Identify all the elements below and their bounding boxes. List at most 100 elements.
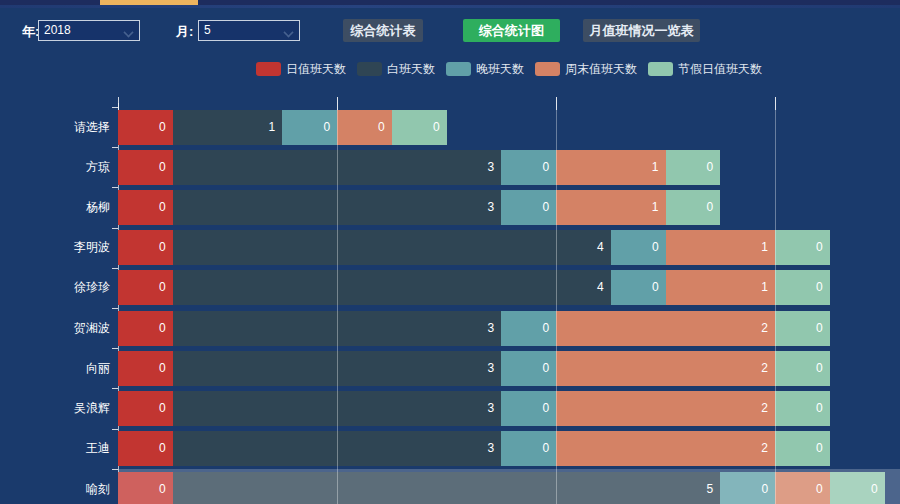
bar-value-label: 2 [761,431,768,466]
bar-segment-节假日值班天数[interactable]: 0 [775,311,830,346]
bar-value-label: 0 [816,391,823,426]
bar-segment-节假日值班天数[interactable]: 0 [775,351,830,386]
bar-segment-白班天数[interactable]: 4 [173,230,611,265]
bar-segment-周末值班天数[interactable]: 0 [775,472,830,504]
bar-value-label: 1 [761,230,768,265]
bar-segment-周末值班天数[interactable]: 2 [556,311,775,346]
x-gridline [775,97,776,504]
bar-value-label: 4 [597,270,604,305]
bar-value-label: 0 [816,351,823,386]
bar-segment-日值班天数[interactable]: 0 [118,190,173,225]
bar-value-label: 5 [707,472,714,504]
bar-value-label: 0 [542,351,549,386]
bar-segment-晚班天数[interactable]: 0 [611,230,666,265]
bar-segment-日值班天数[interactable]: 0 [118,431,173,466]
x-gridline [556,97,557,504]
bar-value-label: 2 [761,351,768,386]
bar-segment-日值班天数[interactable]: 0 [118,270,173,305]
category-label: 向丽 [0,351,110,386]
bar-segment-日值班天数[interactable]: 0 [118,472,173,504]
x-axis-tick [337,97,338,110]
bar-segment-白班天数[interactable]: 4 [173,270,611,305]
bar-value-label: 0 [871,472,878,504]
bar-segment-节假日值班天数[interactable]: 0 [775,431,830,466]
bar-value-label: 1 [652,190,659,225]
category-label: 方琼 [0,150,110,185]
bar-segment-晚班天数[interactable]: 0 [611,270,666,305]
bar-segment-节假日值班天数[interactable]: 0 [666,150,721,185]
category-label: 徐珍珍 [0,270,110,305]
bar-segment-节假日值班天数[interactable]: 0 [775,230,830,265]
bar-value-label: 0 [159,431,166,466]
bar-value-label: 3 [488,351,495,386]
y-axis-tick [112,228,118,229]
bar-segment-周末值班天数[interactable]: 2 [556,391,775,426]
stacked-bar-chart: 请选择01000方琼03010杨柳03010李明波04010徐珍珍04010贺湘… [0,0,900,504]
x-axis-tick [775,97,776,110]
bar-value-label: 0 [652,270,659,305]
bar-value-label: 0 [159,270,166,305]
x-axis-tick [118,97,119,110]
bar-segment-节假日值班天数[interactable]: 0 [666,190,721,225]
bar-value-label: 0 [816,270,823,305]
category-label: 王迪 [0,431,110,466]
bar-value-label: 0 [159,391,166,426]
bar-segment-日值班天数[interactable]: 0 [118,351,173,386]
y-axis-tick [112,388,118,389]
bar-value-label: 0 [542,431,549,466]
bar-segment-周末值班天数[interactable]: 1 [666,230,776,265]
bar-segment-白班天数[interactable]: 5 [173,472,721,504]
bar-segment-晚班天数[interactable]: 0 [282,110,337,145]
bar-value-label: 0 [323,110,330,145]
bar-segment-日值班天数[interactable]: 0 [118,110,173,145]
bar-segment-周末值班天数[interactable]: 1 [666,270,776,305]
bar-value-label: 0 [652,230,659,265]
bar-segment-节假日值班天数[interactable]: 0 [775,270,830,305]
bar-segment-周末值班天数[interactable]: 2 [556,431,775,466]
bar-segment-节假日值班天数[interactable]: 0 [830,472,885,504]
bar-segment-日值班天数[interactable]: 0 [118,391,173,426]
bar-value-label: 3 [488,311,495,346]
bar-value-label: 1 [761,270,768,305]
bar-value-label: 3 [488,391,495,426]
bar-value-label: 0 [707,150,714,185]
y-axis-tick [112,429,118,430]
bar-segment-日值班天数[interactable]: 0 [118,311,173,346]
bar-segment-节假日值班天数[interactable]: 0 [392,110,447,145]
bar-value-label: 0 [159,150,166,185]
category-label: 喻刻 [0,472,110,504]
bar-segment-晚班天数[interactable]: 0 [501,351,556,386]
x-axis-tick [556,97,557,110]
bar-value-label: 0 [542,190,549,225]
bar-value-label: 0 [816,311,823,346]
bar-segment-节假日值班天数[interactable]: 0 [775,391,830,426]
bar-segment-日值班天数[interactable]: 0 [118,150,173,185]
bar-segment-周末值班天数[interactable]: 2 [556,351,775,386]
bar-segment-晚班天数[interactable]: 0 [720,472,775,504]
category-label: 李明波 [0,230,110,265]
category-label: 请选择 [0,110,110,145]
bar-value-label: 0 [707,190,714,225]
bar-segment-周末值班天数[interactable]: 0 [337,110,392,145]
y-axis-tick [112,469,118,470]
bar-segment-晚班天数[interactable]: 0 [501,190,556,225]
y-axis-tick [112,348,118,349]
bar-value-label: 0 [816,230,823,265]
bar-segment-晚班天数[interactable]: 0 [501,311,556,346]
bar-segment-晚班天数[interactable]: 0 [501,431,556,466]
bar-segment-周末值班天数[interactable]: 1 [556,150,666,185]
y-axis-tick [112,187,118,188]
bar-value-label: 0 [542,391,549,426]
bar-value-label: 0 [159,110,166,145]
bar-segment-白班天数[interactable]: 1 [173,110,283,145]
bar-segment-周末值班天数[interactable]: 1 [556,190,666,225]
bar-segment-晚班天数[interactable]: 0 [501,150,556,185]
y-axis-tick [112,308,118,309]
bar-value-label: 2 [761,311,768,346]
bar-value-label: 0 [159,472,166,504]
bar-value-label: 0 [433,110,440,145]
category-label: 杨柳 [0,190,110,225]
bar-segment-日值班天数[interactable]: 0 [118,230,173,265]
bar-value-label: 3 [488,190,495,225]
bar-segment-晚班天数[interactable]: 0 [501,391,556,426]
